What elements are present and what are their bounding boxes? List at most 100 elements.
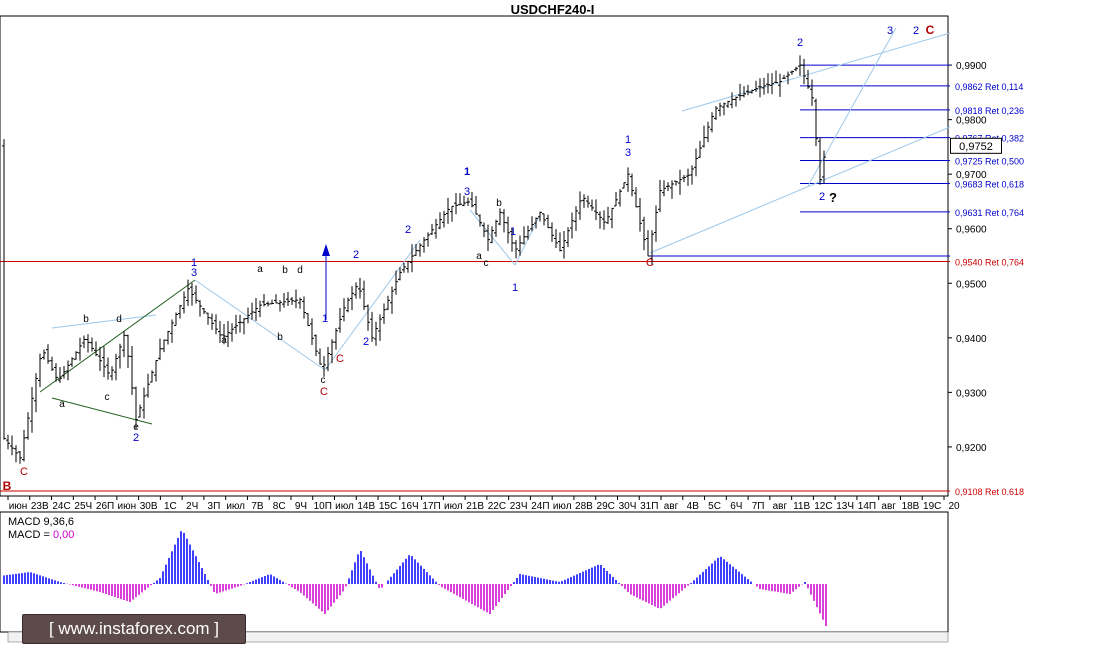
trend-line (51, 397, 153, 425)
wave-label-black: 1 (510, 226, 516, 238)
candle (590, 199, 594, 211)
wave-label-black: 3 (464, 186, 470, 198)
channel-line (807, 27, 897, 187)
candle (178, 304, 182, 319)
candle (526, 225, 530, 240)
candle (654, 205, 658, 242)
time-tick-label: июл (335, 501, 354, 512)
candle (794, 66, 798, 72)
candle (738, 83, 742, 101)
candle (210, 313, 214, 330)
candle (638, 198, 642, 232)
time-tick-label: 23В (31, 501, 49, 512)
candle (478, 214, 482, 227)
candle (622, 182, 626, 189)
candle (350, 286, 354, 311)
candle (146, 373, 150, 398)
candle (734, 96, 738, 107)
candle (814, 98, 818, 147)
arrow-head-icon (322, 244, 330, 256)
candle (458, 193, 462, 206)
candle (446, 197, 450, 224)
candle (94, 341, 98, 357)
price-tick-label: 0,9800 (956, 116, 987, 127)
candle (558, 232, 562, 252)
watermark-logo: [ www.instaforex.com ] (22, 614, 246, 644)
candle (730, 92, 734, 109)
candle (38, 353, 42, 388)
candle (154, 360, 158, 382)
candle (774, 70, 778, 84)
wave-label-black: d (297, 265, 303, 276)
candle (278, 300, 282, 312)
candle (538, 211, 542, 222)
wave-label-blue: 3 (887, 25, 893, 37)
wave-label-black: b (282, 265, 288, 276)
price-tick-label: 0,9300 (956, 388, 987, 399)
candle (362, 280, 366, 310)
candle (386, 295, 390, 311)
candle (494, 219, 498, 237)
candle (250, 302, 254, 320)
candle (766, 73, 770, 94)
candle (550, 222, 554, 242)
candle (338, 307, 342, 333)
candle (818, 137, 822, 185)
candle (610, 207, 614, 229)
candle (394, 270, 398, 295)
candle (722, 102, 726, 116)
candle (102, 346, 106, 378)
price-tick-label: 0,9400 (956, 334, 987, 345)
candle (698, 140, 702, 158)
candle (10, 435, 14, 456)
time-tick-label: 4В (687, 501, 700, 512)
candle (138, 404, 142, 418)
candle (754, 80, 758, 92)
candle (490, 226, 494, 244)
candle (198, 300, 202, 317)
candle (502, 209, 506, 233)
wave-label-blue: 1 (625, 134, 631, 146)
time-tick-label: 24П (531, 501, 549, 512)
candle (702, 125, 706, 148)
time-tick-label: июн (9, 501, 28, 512)
time-tick-label: 14В (357, 501, 375, 512)
candle (574, 206, 578, 231)
candle (650, 230, 654, 265)
watermark-text: www.instaforex.com (58, 619, 210, 638)
candle (170, 319, 174, 343)
time-tick-label: 11В (793, 501, 810, 512)
candle (370, 311, 374, 342)
candle (718, 102, 722, 117)
candle (2, 139, 6, 440)
candle (806, 69, 810, 89)
time-tick-label: 21В (466, 501, 484, 512)
candle (566, 227, 570, 248)
candle (142, 387, 146, 419)
time-tick-label: июл (553, 501, 572, 512)
time-tick-label: авг (664, 501, 679, 512)
candle (442, 210, 446, 228)
time-tick-label: 5С (708, 501, 721, 512)
trend-line (194, 279, 326, 371)
candle (246, 307, 250, 324)
candle (122, 330, 126, 358)
candle (290, 296, 294, 305)
candle (162, 339, 166, 353)
candle (450, 205, 454, 222)
candle (402, 262, 406, 273)
wave-label-blue: C (320, 386, 328, 398)
time-tick-label: 6Ч (730, 501, 742, 512)
candle (230, 323, 234, 342)
candle (62, 366, 66, 379)
candle (646, 230, 650, 257)
candle (618, 189, 622, 207)
candle (202, 307, 206, 315)
candle (606, 206, 610, 224)
time-tick-label: авг (881, 501, 896, 512)
candle (106, 357, 110, 380)
candle (126, 334, 130, 369)
candle (506, 216, 510, 244)
candle (14, 445, 18, 463)
